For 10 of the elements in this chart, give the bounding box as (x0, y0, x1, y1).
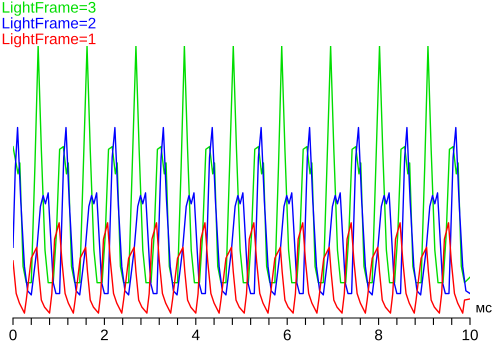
x-tick-label: 6 (284, 330, 291, 340)
text: LightFrame=2 (2, 17, 96, 32)
text: LightFrame=3 (2, 2, 96, 16)
text: LightFrame=1 (2, 33, 96, 48)
x-tick-label: 10 (462, 330, 478, 340)
x-tick-label: 8 (375, 330, 382, 340)
x-tick-label: 0 (9, 330, 17, 340)
x-tick-label: 4 (192, 330, 200, 340)
x-axis-title: мс (476, 304, 492, 312)
x-tick-label: 2 (100, 330, 108, 340)
